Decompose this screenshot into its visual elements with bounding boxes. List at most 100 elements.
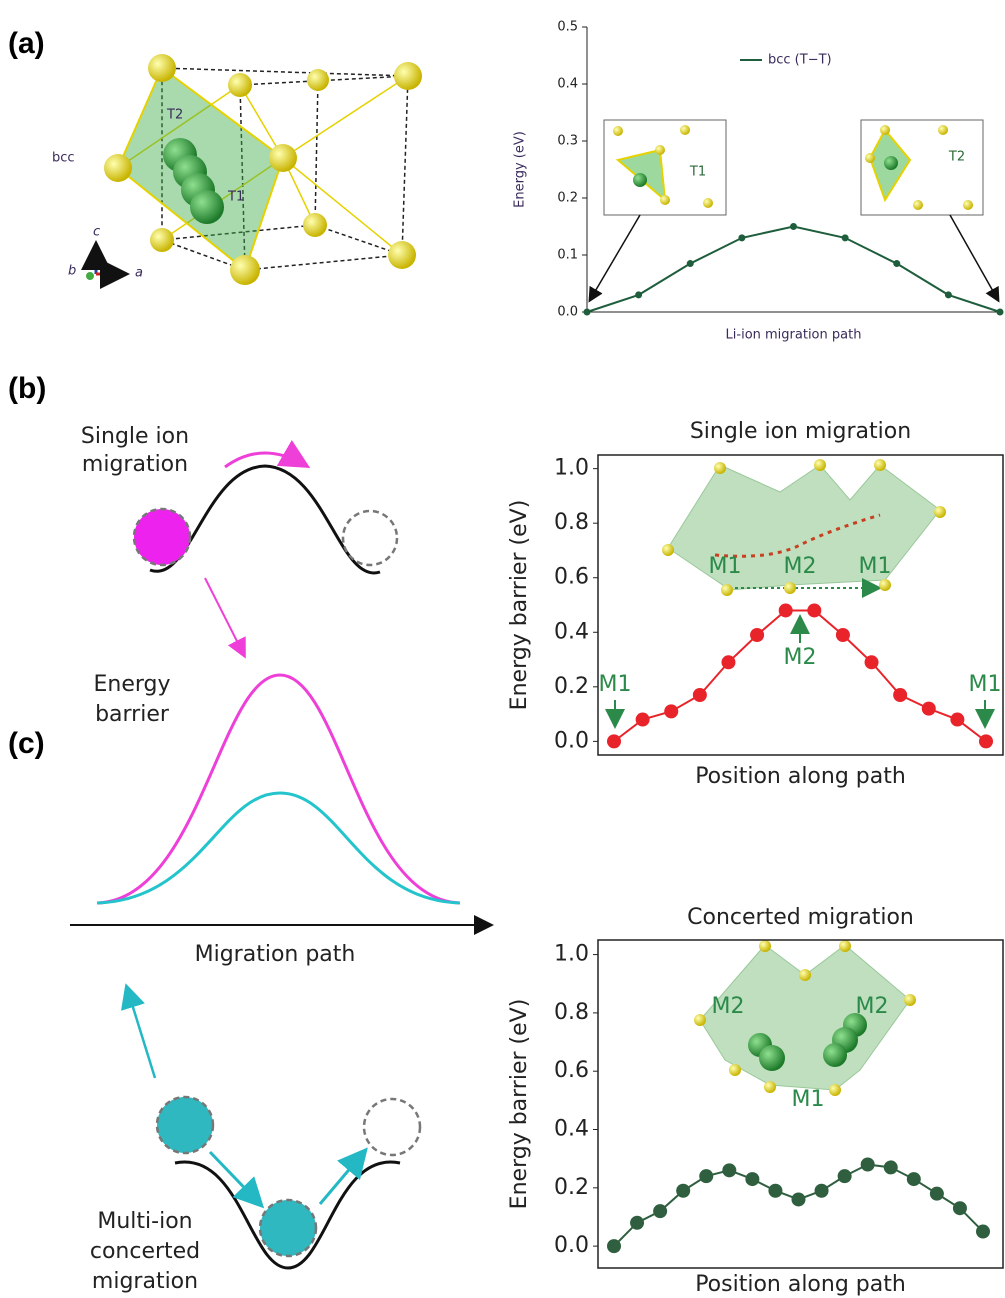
inset-label: M1 xyxy=(709,554,742,579)
data-point xyxy=(893,688,907,702)
y-tick-label: 0.0 xyxy=(554,728,589,753)
schematic-label: Migration path xyxy=(195,942,356,967)
inset-label: M2 xyxy=(712,994,745,1019)
annotation: M1 xyxy=(599,672,632,697)
y-tick-label: 0.2 xyxy=(554,1175,589,1200)
x-axis-label: Position along path xyxy=(695,1272,906,1297)
schematic-label: Single ion xyxy=(81,424,189,449)
panel-label: (b) xyxy=(8,372,46,405)
data-point xyxy=(687,260,694,267)
data-point xyxy=(792,1192,806,1206)
inset-label: M2 xyxy=(856,994,889,1019)
inset xyxy=(590,120,998,300)
data-point xyxy=(584,309,591,316)
data-point xyxy=(884,1160,898,1174)
data-point xyxy=(930,1187,944,1201)
y-tick-label: 0.8 xyxy=(554,510,589,535)
data-point xyxy=(979,734,993,748)
y-tick-label: 0.4 xyxy=(554,619,589,644)
axis-letter: a xyxy=(135,266,143,281)
data-point xyxy=(807,603,821,617)
y-tick-label: 0.0 xyxy=(554,1233,589,1258)
x-axis-label: Position along path xyxy=(695,764,906,789)
x-axis-label: Li-ion migration path xyxy=(726,328,862,343)
schematic-label: Energy xyxy=(93,672,170,697)
data-point xyxy=(636,713,650,727)
y-tick-label: 0.8 xyxy=(554,1000,589,1025)
data-point xyxy=(922,702,936,716)
data-point xyxy=(950,713,964,727)
data-point xyxy=(893,260,900,267)
figure: (a) (b) (c) bcc T2 T1 c b a xyxy=(0,0,1005,1298)
legend-label: bcc (T−T) xyxy=(768,53,832,68)
data-point xyxy=(953,1201,967,1215)
y-tick-label: 0.6 xyxy=(554,565,589,590)
data-point xyxy=(976,1225,990,1239)
data-point xyxy=(907,1172,921,1186)
data-point xyxy=(815,1184,829,1198)
data-point xyxy=(997,309,1004,316)
axis-letter: c xyxy=(93,225,100,240)
annotation: M1 xyxy=(969,672,1002,697)
annotation: M2 xyxy=(784,645,817,670)
y-tick-label: 1.0 xyxy=(554,942,589,967)
y-tick-label: 0.1 xyxy=(557,248,578,263)
data-point xyxy=(836,628,850,642)
data-point xyxy=(635,291,642,298)
y-axis-label: Energy (eV) xyxy=(513,131,528,208)
data-point xyxy=(699,1169,713,1183)
data-point xyxy=(607,734,621,748)
schematic xyxy=(70,453,490,1268)
inset-label: M1 xyxy=(792,1087,825,1112)
data-point xyxy=(738,234,745,241)
chart-title: Concerted migration xyxy=(687,905,914,930)
data-point xyxy=(750,628,764,642)
y-tick-label: 0.4 xyxy=(557,77,578,92)
y-tick-label: 0.6 xyxy=(554,1058,589,1083)
schematic-label: migration xyxy=(82,452,188,477)
y-tick-label: 0.3 xyxy=(557,134,578,149)
y-axis-label: Energy barrier (eV) xyxy=(507,999,532,1210)
data-point xyxy=(676,1184,690,1198)
data-point xyxy=(745,1172,759,1186)
data-point xyxy=(607,1239,621,1253)
y-tick-label: 1.0 xyxy=(554,456,589,481)
data-point xyxy=(768,1184,782,1198)
inset-label: M2 xyxy=(784,554,817,579)
data-point xyxy=(722,1163,736,1177)
data-point xyxy=(630,1216,644,1230)
data-point xyxy=(842,234,849,241)
crystal-structure xyxy=(86,54,422,285)
series-line xyxy=(587,227,1000,313)
chart-title: Single ion migration xyxy=(690,419,911,444)
y-tick-label: 0.4 xyxy=(554,1117,589,1142)
panel-label: (a) xyxy=(8,27,45,60)
panel-label: (c) xyxy=(8,727,45,760)
inset-label: T1 xyxy=(689,165,706,180)
schematic-label: barrier xyxy=(95,702,170,727)
data-point xyxy=(861,1157,875,1171)
axis-letter: b xyxy=(68,264,76,279)
inset-label: T2 xyxy=(948,150,965,165)
inset-label: M1 xyxy=(859,554,892,579)
data-point xyxy=(838,1169,852,1183)
data-point xyxy=(664,704,678,718)
schematic-label: migration xyxy=(92,1269,198,1294)
data-point xyxy=(653,1204,667,1218)
data-point xyxy=(721,655,735,669)
data-point xyxy=(693,688,707,702)
schematic-label: concerted xyxy=(90,1239,200,1264)
data-point xyxy=(790,223,797,230)
schematic-label: Multi-ion xyxy=(97,1209,192,1234)
data-point xyxy=(865,655,879,669)
y-tick-label: 0.2 xyxy=(554,674,589,699)
structure-label: T1 xyxy=(227,190,244,205)
data-point xyxy=(945,291,952,298)
structure-label: bcc xyxy=(52,151,75,166)
y-tick-label: 0.5 xyxy=(557,20,578,35)
y-tick-label: 0.0 xyxy=(557,305,578,320)
y-axis-label: Energy barrier (eV) xyxy=(507,500,532,711)
y-tick-label: 0.2 xyxy=(557,191,578,206)
data-point xyxy=(779,603,793,617)
structure-label: T2 xyxy=(166,108,183,123)
